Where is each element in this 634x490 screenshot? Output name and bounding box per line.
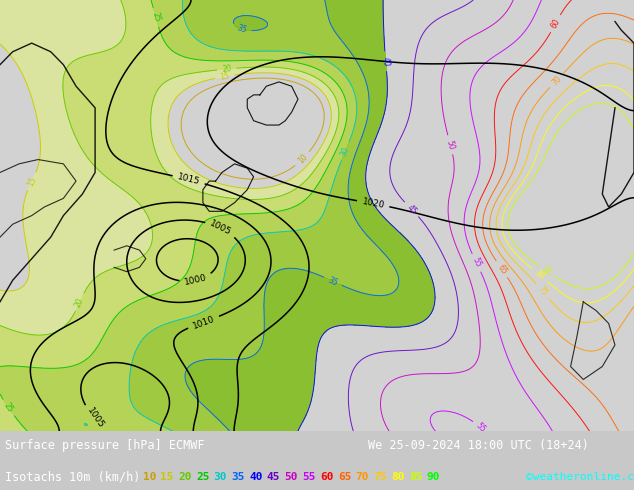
Text: 65: 65 <box>495 263 508 276</box>
Text: 30: 30 <box>339 145 351 157</box>
Text: 45: 45 <box>267 472 280 482</box>
Text: 35: 35 <box>231 472 245 482</box>
Text: 20: 20 <box>178 472 191 482</box>
Text: 90: 90 <box>427 472 440 482</box>
Text: 50: 50 <box>445 139 456 150</box>
Text: ©weatheronline.co.uk: ©weatheronline.co.uk <box>526 472 634 482</box>
Text: 40: 40 <box>249 472 262 482</box>
Text: 80: 80 <box>534 269 547 282</box>
Text: 35: 35 <box>236 24 248 35</box>
Text: 75: 75 <box>373 472 387 482</box>
Text: 15: 15 <box>26 175 38 188</box>
Text: 60: 60 <box>320 472 333 482</box>
Text: 1000: 1000 <box>184 273 208 287</box>
Text: 85: 85 <box>409 472 422 482</box>
Text: 1010: 1010 <box>191 314 216 330</box>
Text: 75: 75 <box>536 285 550 298</box>
Text: 35: 35 <box>327 275 339 288</box>
Text: We 25-09-2024 18:00 UTC (18+24): We 25-09-2024 18:00 UTC (18+24) <box>368 440 588 452</box>
Text: 45: 45 <box>405 203 418 216</box>
Text: 15: 15 <box>160 472 174 482</box>
Text: Isotachs 10m (km/h): Isotachs 10m (km/h) <box>5 470 141 484</box>
Text: 1020: 1020 <box>361 197 385 210</box>
Text: 70: 70 <box>356 472 369 482</box>
Text: 25: 25 <box>196 472 209 482</box>
Text: 40: 40 <box>381 56 391 67</box>
Text: 55: 55 <box>302 472 316 482</box>
Text: 1015: 1015 <box>176 172 201 187</box>
Text: 25: 25 <box>2 401 15 414</box>
Text: 25: 25 <box>150 11 162 23</box>
Text: 30: 30 <box>214 472 227 482</box>
Text: 65: 65 <box>338 472 351 482</box>
Text: 50: 50 <box>285 472 298 482</box>
Text: 10: 10 <box>296 152 309 166</box>
Text: 20: 20 <box>74 296 86 308</box>
Text: 55: 55 <box>474 421 488 435</box>
Text: Surface pressure [hPa] ECMWF: Surface pressure [hPa] ECMWF <box>5 440 205 452</box>
Text: 1005: 1005 <box>85 407 105 431</box>
Text: 15: 15 <box>219 71 230 82</box>
Text: 1005: 1005 <box>209 219 233 237</box>
Text: 70: 70 <box>550 74 563 87</box>
Text: 60: 60 <box>549 17 562 30</box>
Text: 20: 20 <box>222 64 232 74</box>
Text: 80: 80 <box>391 472 404 482</box>
Text: 85: 85 <box>541 265 553 278</box>
Text: 55: 55 <box>470 256 482 269</box>
Text: 10: 10 <box>143 472 156 482</box>
